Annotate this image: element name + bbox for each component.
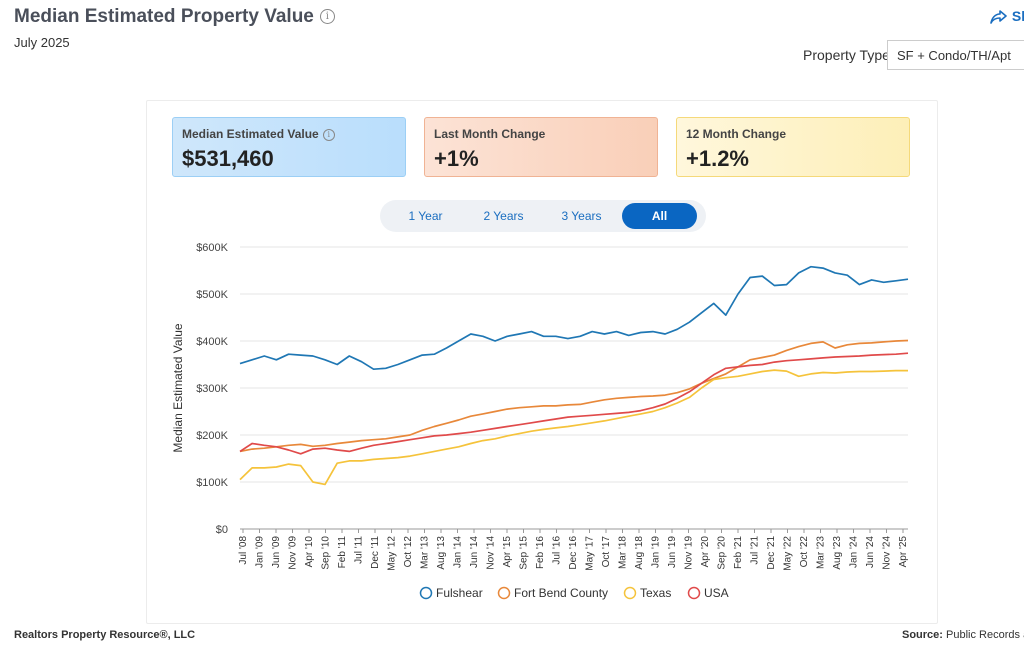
legend-marker <box>419 586 433 600</box>
x-tick-label: Nov '14 <box>486 536 497 570</box>
x-tick-label: Sep '15 <box>519 536 530 570</box>
y-tick-label: $300K <box>196 383 228 395</box>
info-icon[interactable]: i <box>319 9 335 25</box>
x-tick-label: Sep '10 <box>321 536 332 570</box>
x-tick-label: May '12 <box>387 536 398 571</box>
chart-panel: Median Estimated Value i $531,460 Last Mo… <box>146 100 938 624</box>
x-tick-label: Dec '11 <box>370 536 381 569</box>
x-tick-label: Nov '09 <box>288 536 299 570</box>
series-line-usa <box>239 352 909 455</box>
x-tick-label: Apr '20 <box>700 536 711 568</box>
x-tick-label: Dec '21 <box>766 536 777 570</box>
report-date: July 2025 <box>14 35 70 50</box>
last-month-change-card: Last Month Change +1% <box>424 117 658 177</box>
series-line-texas <box>239 369 908 486</box>
x-tick-label: Apr '25 <box>898 536 909 568</box>
median-value-card: Median Estimated Value i $531,460 <box>172 117 406 177</box>
tab-3-years[interactable]: 3 Years <box>561 209 602 223</box>
y-tick-label: $500K <box>196 289 228 301</box>
x-tick-label: Jan '14 <box>453 536 464 568</box>
series-line-fort-bend-county <box>239 339 909 453</box>
share-button[interactable]: Sl <box>990 8 1024 25</box>
x-tick-label: Oct '22 <box>799 536 810 568</box>
x-tick-label: Jun '14 <box>469 536 480 568</box>
x-tick-label: Jan '19 <box>651 536 662 568</box>
x-tick-label: Feb '11 <box>337 536 348 569</box>
property-type-label: Property Type <box>803 47 890 63</box>
x-tick-label: Jun '09 <box>271 536 282 568</box>
footer-source: Source: Public Records an <box>902 629 1024 641</box>
x-tick-label: Mar '13 <box>420 536 431 569</box>
page-title-text: Median Estimated Property Value <box>14 6 314 27</box>
x-tick-label: Nov '19 <box>684 536 695 570</box>
x-tick-label: Dec '16 <box>568 536 579 570</box>
x-tick-label: Mar '18 <box>618 536 629 569</box>
legend-marker <box>687 586 701 600</box>
x-tick-label: Apr '15 <box>502 536 513 568</box>
info-icon[interactable]: i <box>322 128 335 141</box>
y-axis-label: Median Estimated Value <box>171 323 185 453</box>
x-tick-label: Jan '24 <box>849 536 860 568</box>
share-icon <box>990 10 1007 25</box>
y-tick-label: $100K <box>196 477 228 489</box>
property-type-select[interactable]: SF + Condo/TH/Apt <box>887 40 1024 70</box>
legend-label: USA <box>704 586 729 600</box>
twelve-month-change-card: 12 Month Change +1.2% <box>676 117 910 177</box>
median-value-label-text: Median Estimated Value <box>182 127 319 141</box>
x-tick-label: Jul '08 <box>238 536 249 565</box>
y-tick-label: $600K <box>196 242 228 254</box>
tab-1-year[interactable]: 1 Year <box>408 209 443 223</box>
tab-all[interactable]: All <box>622 203 697 229</box>
x-tick-label: Jun '19 <box>667 536 678 568</box>
y-tick-label: $200K <box>196 430 228 442</box>
tab-2-years[interactable]: 2 Years <box>483 209 524 223</box>
x-tick-label: Aug '13 <box>436 536 447 570</box>
share-label: Sl <box>1011 8 1024 24</box>
footer-source-label: Source: <box>902 629 943 641</box>
last-month-change-value: +1% <box>434 146 479 171</box>
last-month-change-label: Last Month Change <box>434 127 546 141</box>
footer-company: Realtors Property Resource®, LLC <box>14 629 196 641</box>
x-tick-label: Aug '23 <box>832 536 843 570</box>
y-tick-label: $400K <box>196 336 228 348</box>
x-tick-label: Oct '12 <box>403 536 414 568</box>
legend-label: Fulshear <box>436 586 483 600</box>
y-tick-label: $0 <box>216 524 228 536</box>
legend-marker <box>623 586 637 600</box>
x-tick-label: Nov '24 <box>882 536 893 570</box>
x-tick-label: May '17 <box>585 536 596 571</box>
x-tick-label: May '22 <box>783 536 794 571</box>
x-tick-label: Mar '23 <box>816 536 827 569</box>
x-tick-label: Oct '17 <box>601 536 612 568</box>
x-tick-label: Jul '16 <box>552 536 563 565</box>
median-value-card-value: $531,460 <box>182 146 274 171</box>
series-line-fulshear <box>239 265 909 371</box>
time-range-tabs: 1 Year 2 Years 3 Years All <box>380 200 706 232</box>
legend-marker <box>497 586 511 600</box>
legend-label: Texas <box>640 586 671 600</box>
x-tick-label: Aug '18 <box>634 536 645 570</box>
x-tick-label: Feb '21 <box>733 536 744 569</box>
legend-label: Fort Bend County <box>514 586 608 600</box>
x-tick-label: Sep '20 <box>717 536 728 570</box>
twelve-month-change-value: +1.2% <box>686 146 749 171</box>
footer-source-value: Public Records an <box>946 629 1024 641</box>
twelve-month-change-label: 12 Month Change <box>686 127 787 141</box>
x-tick-label: Feb '16 <box>535 536 546 569</box>
x-tick-label: Jul '21 <box>750 536 761 565</box>
x-tick-label: Apr '10 <box>304 536 315 568</box>
x-tick-label: Jan '09 <box>255 536 266 568</box>
x-tick-label: Jun '24 <box>865 536 876 568</box>
median-value-card-label: Median Estimated Value i <box>182 127 396 141</box>
page-title: Median Estimated Property Value i <box>14 6 335 28</box>
x-tick-label: Jul '11 <box>354 536 365 564</box>
